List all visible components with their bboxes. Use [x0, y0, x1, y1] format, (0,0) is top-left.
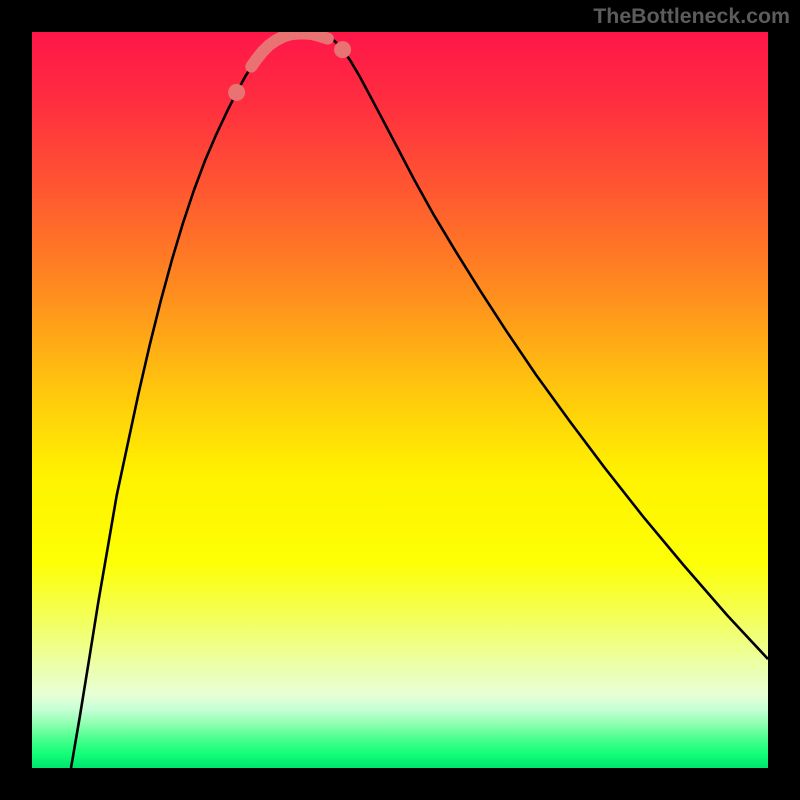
watermark-text: TheBottleneck.com — [593, 4, 790, 29]
highlight-markers-group — [228, 41, 351, 101]
bottleneck-curve — [71, 33, 768, 768]
highlight-segment — [251, 33, 328, 66]
plot-area — [32, 32, 768, 768]
highlight-end-marker — [228, 84, 245, 101]
highlight-end-marker — [334, 41, 351, 58]
chart-svg — [32, 32, 768, 768]
